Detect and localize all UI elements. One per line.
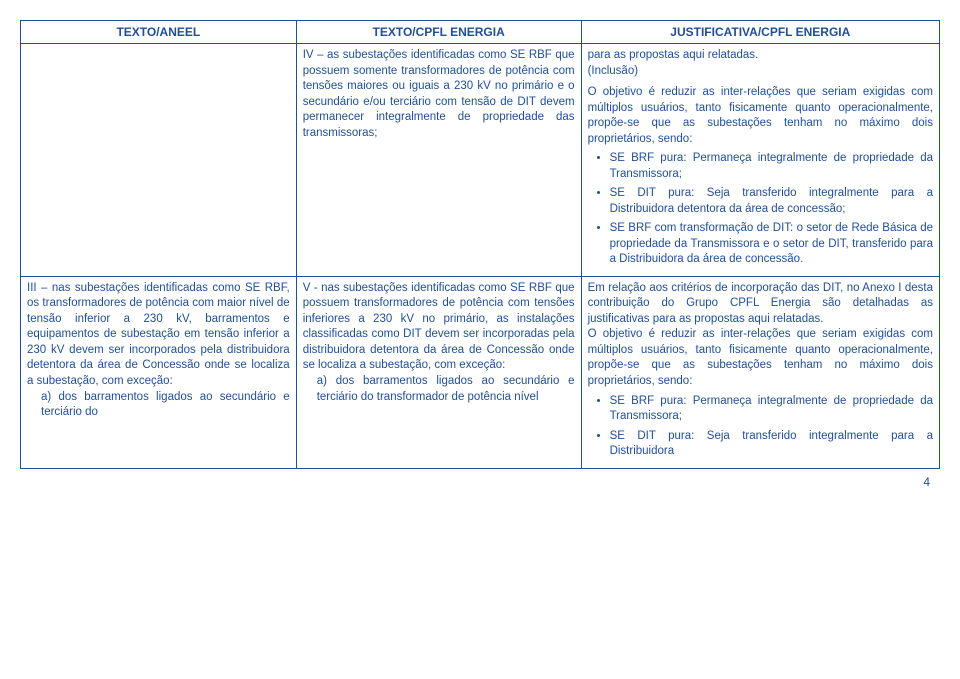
table-row: IV – as subestações identificadas como S… xyxy=(21,44,940,277)
table-row: III – nas subestações identificadas como… xyxy=(21,276,940,468)
r1c3-b1: SE BRF pura: Permaneça integralmente de … xyxy=(610,151,933,182)
r2c3-p2: O objetivo é reduzir as inter-relações q… xyxy=(588,327,933,389)
header-c1: TEXTO/ANEEL xyxy=(21,21,297,44)
row2-c2: V - nas subestações identificadas como S… xyxy=(296,276,581,468)
r1c3-list3: SE BRF com transformação de DIT: o setor… xyxy=(588,221,933,268)
header-c2: TEXTO/CPFL ENERGIA xyxy=(296,21,581,44)
page-number: 4 xyxy=(20,469,940,489)
r2c3-list: SE BRF pura: Permaneça integralmente de … xyxy=(588,394,933,425)
r2c3-b1: SE BRF pura: Permaneça integralmente de … xyxy=(610,394,933,425)
r1c3-b2: SE DIT pura: Seja transferido integralme… xyxy=(610,186,933,217)
r2c3-list2: SE DIT pura: Seja transferido integralme… xyxy=(588,429,933,460)
header-c3: JUSTIFICATIVA/CPFL ENERGIA xyxy=(581,21,939,44)
row2-c1: III – nas subestações identificadas como… xyxy=(21,276,297,468)
r1c3-p3: O objetivo é reduzir as inter-relações q… xyxy=(588,85,933,147)
r2c1-main: III – nas subestações identificadas como… xyxy=(27,282,290,387)
row1-c3: para as propostas aqui relatadas. (Inclu… xyxy=(581,44,939,277)
row1-c1 xyxy=(21,44,297,277)
r1c3-list: SE BRF pura: Permaneça integralmente de … xyxy=(588,151,933,182)
r1c3-list2: SE DIT pura: Seja transferido integralme… xyxy=(588,186,933,217)
row1-c2: IV – as subestações identificadas como S… xyxy=(296,44,581,277)
r2c2-a: a) dos barramentos ligados ao secundário… xyxy=(303,374,575,405)
r2c3-p1: Em relação aos critérios de incorporação… xyxy=(588,281,933,328)
row2-c3: Em relação aos critérios de incorporação… xyxy=(581,276,939,468)
header-row: TEXTO/ANEEL TEXTO/CPFL ENERGIA JUSTIFICA… xyxy=(21,21,940,44)
r1c3-p2: (Inclusão) xyxy=(588,64,933,80)
r2c1-a: a) dos barramentos ligados ao secundário… xyxy=(27,390,290,421)
r1c3-p1: para as propostas aqui relatadas. xyxy=(588,48,933,64)
r1c3-b3: SE BRF com transformação de DIT: o setor… xyxy=(610,221,933,268)
r2c3-b2: SE DIT pura: Seja transferido integralme… xyxy=(610,429,933,460)
r2c2-main: V - nas subestações identificadas como S… xyxy=(303,282,575,372)
content-table: TEXTO/ANEEL TEXTO/CPFL ENERGIA JUSTIFICA… xyxy=(20,20,940,469)
